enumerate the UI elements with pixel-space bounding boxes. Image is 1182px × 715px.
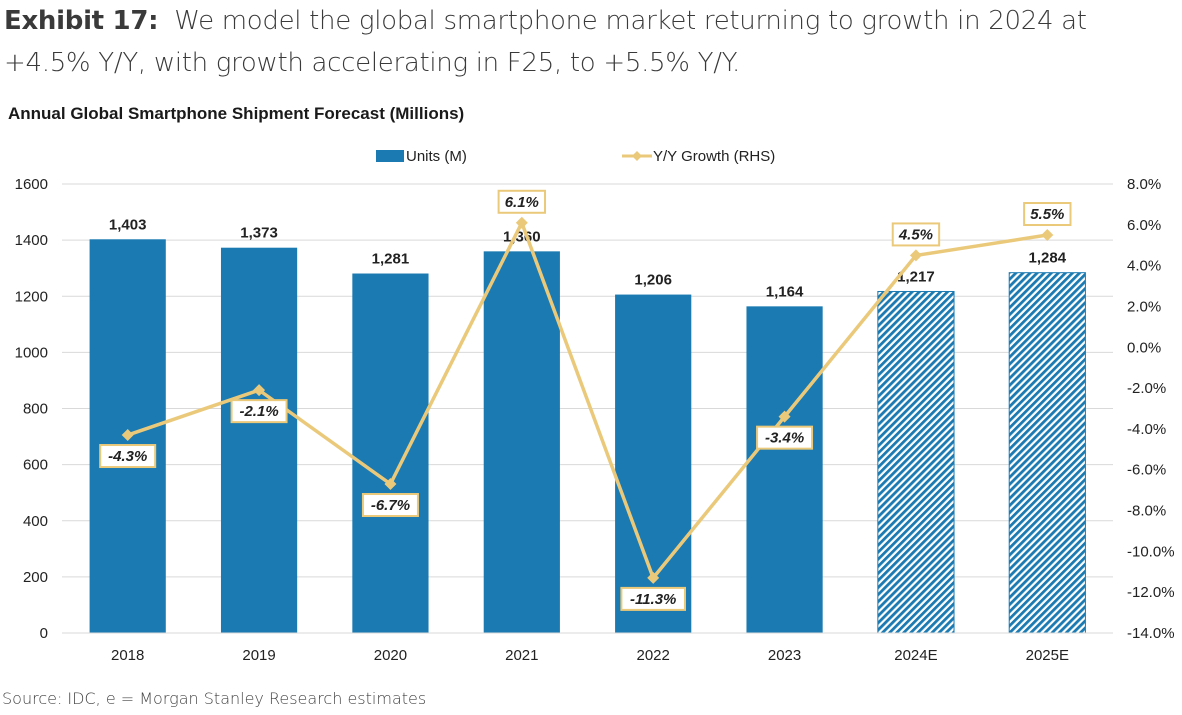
bar-value-label: 1,373: [240, 225, 278, 242]
right-axis-tick-label: -2.0%: [1127, 380, 1166, 397]
left-axis-tick-label: 1000: [15, 344, 48, 361]
right-axis-tick-label: -10.0%: [1127, 543, 1175, 560]
left-axis: 0 200 400 600 800 1000 1200 1400 1600: [15, 176, 48, 642]
growth-label: 5.5%: [1030, 206, 1064, 223]
left-axis-tick-label: 1400: [15, 232, 48, 249]
legend: Units (M) Y/Y Growth (RHS): [376, 148, 775, 165]
growth-marker: [909, 249, 922, 262]
growth-marker: [647, 571, 660, 584]
bar: [220, 247, 298, 633]
x-axis-tick-label: 2019: [242, 647, 275, 664]
right-axis-tick-label: 8.0%: [1127, 176, 1161, 193]
legend-label-growth: Y/Y Growth (RHS): [653, 148, 775, 165]
growth-label: -3.4%: [765, 430, 804, 447]
x-axis-tick-label: 2022: [637, 647, 670, 664]
x-axis-tick-label: 2021: [505, 647, 538, 664]
x-axis-tick-label: 2020: [374, 647, 407, 664]
bar: [746, 306, 823, 633]
exhibit-text-line-2: +4.5% Y/Y, with growth accelerating in F…: [4, 48, 740, 78]
x-axis-tick-label: 2018: [111, 647, 144, 664]
growth-label-box: [497, 189, 547, 214]
left-axis-tick-label: 1600: [15, 176, 48, 193]
growth-label-box: [620, 586, 686, 611]
left-axis-tick-label: 400: [23, 513, 48, 530]
chart-title: Annual Global Smartphone Shipment Foreca…: [8, 104, 465, 123]
right-axis-tick-label: -8.0%: [1127, 503, 1166, 520]
bar-value-label: 1,281: [372, 251, 410, 268]
bar-value-label: 1,403: [109, 216, 147, 233]
right-axis-tick-label: 6.0%: [1127, 217, 1161, 234]
x-axis-tick-label: 2024E: [894, 647, 937, 664]
growth-labels: -4.3% -2.1% -6.7% 6.1% -11.3% -3.4% 4.5% 5.5%: [99, 189, 1072, 611]
right-axis-tick-label: -12.0%: [1127, 584, 1175, 601]
growth-label-box: [99, 444, 157, 469]
growth-marker: [121, 429, 134, 442]
growth-label-box: [230, 399, 288, 424]
growth-marker: [384, 478, 397, 491]
left-axis-tick-label: 800: [23, 401, 48, 418]
growth-label-box: [756, 425, 814, 450]
growth-label-box: [891, 222, 941, 247]
bar-value-label: 1,360: [503, 228, 541, 245]
growth-label: -4.3%: [108, 448, 147, 465]
right-axis-tick-label: -14.0%: [1127, 625, 1175, 642]
bar-value-label: 1,206: [634, 272, 672, 289]
bars: [89, 239, 1086, 634]
bar-value-label: 1,284: [1029, 250, 1067, 267]
right-axis-tick-label: -4.0%: [1127, 421, 1166, 438]
legend-swatch-growth-marker: [632, 151, 642, 161]
growth-label: -2.1%: [239, 403, 278, 420]
left-axis-tick-label: 600: [23, 457, 48, 474]
gridlines: [62, 183, 1113, 634]
bar: [483, 251, 560, 633]
x-axis-tick-label: 2023: [768, 647, 801, 664]
bar-labels: 1,403 1,373 1,281 1,360 1,206 1,164 1,217 1,284: [109, 216, 1067, 300]
growth-label: 4.5%: [898, 226, 933, 243]
right-axis-tick-label: -6.0%: [1127, 462, 1166, 479]
right-axis-tick-label: 4.0%: [1127, 258, 1161, 275]
bar-value-label: 1,217: [897, 268, 935, 285]
source-note: Source: IDC, e = Morgan Stanley Research…: [2, 689, 427, 708]
bar: [352, 273, 429, 633]
exhibit-title-line-1: Exhibit 17: We model the global smartpho…: [4, 0, 1182, 42]
growth-label-box: [361, 493, 419, 518]
legend-label-units: Units (M): [406, 148, 467, 165]
exhibit-text-line-1: We model the global smartphone market re…: [174, 6, 1087, 36]
growth-marker: [778, 410, 791, 423]
growth-label-box: [1023, 202, 1072, 227]
growth-label: 6.1%: [505, 194, 539, 211]
exhibit-label: Exhibit 17:: [4, 6, 159, 36]
right-axis-tick-label: 2.0%: [1127, 298, 1161, 315]
x-axis-tick-label: 2025E: [1026, 647, 1069, 664]
right-axis-tick-label: 0.0%: [1127, 339, 1161, 356]
bar-estimate: [1008, 272, 1086, 634]
x-axis: 2018 2019 2020 2021 2022 2023 2024E 2025E: [62, 632, 1113, 664]
exhibit-title: Exhibit 17: We model the global smartpho…: [4, 0, 1182, 84]
growth-marker: [515, 216, 528, 229]
bar-estimate: [877, 290, 955, 634]
legend-swatch-units: [376, 150, 404, 162]
growth-marker: [253, 384, 266, 397]
growth-label: -6.7%: [371, 497, 410, 514]
right-axis: -14.0% -12.0% -10.0% -8.0% -6.0% -4.0% -2.0% 0.…: [1127, 176, 1175, 642]
left-axis-tick-label: 1200: [15, 288, 48, 305]
left-axis-tick-label: 0: [40, 625, 48, 642]
left-axis-tick-label: 200: [23, 569, 48, 586]
growth-label: -11.3%: [630, 591, 676, 608]
bar-value-label: 1,164: [766, 283, 804, 300]
growth-marker: [1041, 229, 1054, 242]
